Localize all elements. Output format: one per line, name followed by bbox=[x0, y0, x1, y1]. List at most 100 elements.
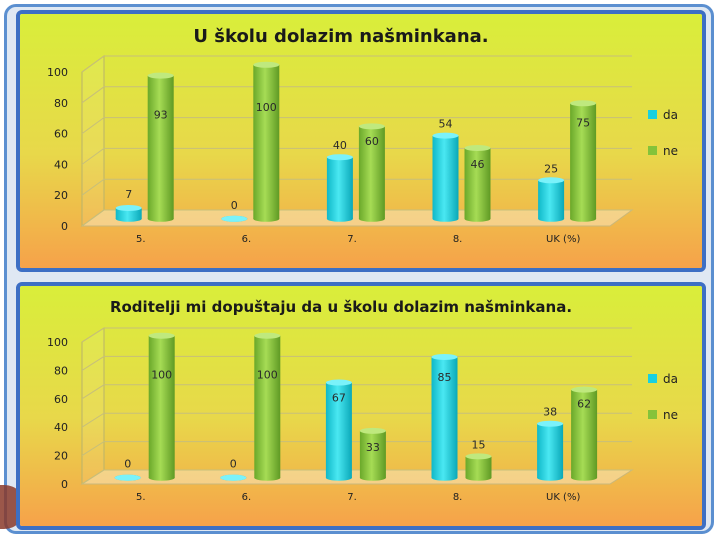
y-tick-label: 20 bbox=[54, 189, 68, 202]
bar-ne bbox=[358, 123, 385, 222]
x-tick-label: 7. bbox=[347, 234, 357, 245]
data-label: 0 bbox=[124, 458, 131, 471]
bar-body bbox=[537, 423, 564, 478]
x-tick-label: 5. bbox=[136, 492, 146, 503]
bar-base bbox=[148, 474, 175, 481]
legend-label-da: da bbox=[663, 372, 678, 386]
gridline bbox=[81, 86, 632, 104]
bar-base bbox=[570, 215, 597, 222]
bar-top bbox=[221, 215, 248, 222]
chart-title: Roditelji mi dopuštaju da u školu dolazi… bbox=[110, 298, 572, 316]
bar-base bbox=[537, 474, 564, 481]
bar-top bbox=[326, 154, 353, 161]
bar-ne bbox=[571, 386, 598, 481]
chart-panel-bottom: Roditelji mi dopuštaju da u školu dolazi… bbox=[16, 282, 706, 530]
bar-top bbox=[147, 72, 174, 79]
chart-side-wall bbox=[81, 327, 105, 485]
bar-body bbox=[254, 335, 281, 478]
bar-da bbox=[325, 379, 352, 481]
legend-swatch-da bbox=[648, 374, 657, 383]
bar-body bbox=[538, 180, 565, 219]
bar-base bbox=[253, 215, 280, 222]
legend-swatch-da bbox=[648, 110, 657, 119]
bar-top bbox=[253, 61, 280, 68]
y-tick-label: 40 bbox=[54, 421, 68, 434]
chart-top: U školu dolazim našminkana. 0 20 40 60 80 100 5… bbox=[20, 14, 702, 268]
y-tick-label: 100 bbox=[47, 336, 68, 349]
bar-top bbox=[465, 453, 492, 460]
bar-top bbox=[570, 100, 597, 107]
chart-panel-top: U školu dolazim našminkana. 0 20 40 60 80 100 5… bbox=[16, 10, 706, 272]
y-tick-label: 60 bbox=[54, 393, 68, 406]
bar-body bbox=[325, 382, 352, 478]
data-label: 100 bbox=[256, 101, 277, 114]
gridline bbox=[81, 55, 632, 73]
bar-base bbox=[254, 474, 281, 481]
bar-ne bbox=[254, 332, 281, 481]
legend-label-ne: ne bbox=[663, 144, 678, 158]
data-label: 54 bbox=[439, 118, 453, 131]
y-tick-label: 80 bbox=[54, 97, 68, 110]
bar-ne bbox=[148, 332, 175, 481]
y-tick-label: 0 bbox=[61, 220, 68, 233]
bar-da bbox=[115, 205, 142, 222]
bar-body bbox=[432, 135, 459, 219]
bar-top bbox=[537, 420, 564, 427]
bar-ne bbox=[465, 453, 492, 481]
data-label: 75 bbox=[576, 116, 590, 129]
chart-title: U školu dolazim našminkana. bbox=[193, 26, 488, 47]
legend-label-ne: ne bbox=[663, 408, 678, 422]
bar-da bbox=[221, 215, 248, 222]
bar-top bbox=[571, 386, 598, 393]
x-tick-label: UK (%) bbox=[546, 234, 580, 245]
data-label: 15 bbox=[472, 438, 486, 451]
x-tick-label: 6. bbox=[242, 492, 252, 503]
data-label: 60 bbox=[365, 135, 379, 148]
bar-body bbox=[570, 103, 597, 219]
bar-body bbox=[147, 75, 174, 219]
x-tick-label: 6. bbox=[242, 234, 252, 245]
bar-top bbox=[359, 427, 386, 434]
bar-base bbox=[431, 474, 458, 481]
y-tick-label: 80 bbox=[54, 364, 68, 377]
gridline bbox=[81, 117, 632, 135]
chart-side-wall bbox=[81, 55, 105, 227]
bar-base bbox=[538, 215, 565, 222]
bar-da bbox=[114, 474, 141, 481]
data-label: 7 bbox=[125, 188, 132, 201]
chart-bottom: Roditelji mi dopuštaju da u školu dolazi… bbox=[20, 286, 702, 526]
data-label: 0 bbox=[230, 458, 237, 471]
legend-label-da: da bbox=[663, 108, 678, 122]
x-tick-label: 5. bbox=[136, 234, 146, 245]
x-tick-label: 7. bbox=[347, 492, 357, 503]
bar-ne bbox=[253, 61, 280, 222]
data-label: 38 bbox=[543, 406, 557, 419]
data-label: 40 bbox=[333, 139, 347, 152]
data-label: 93 bbox=[154, 109, 168, 122]
data-label: 100 bbox=[151, 368, 172, 381]
bar-da bbox=[432, 132, 459, 222]
bar-top bbox=[220, 474, 247, 481]
x-tick-label: 8. bbox=[453, 492, 463, 503]
data-label: 46 bbox=[471, 158, 485, 171]
bar-top bbox=[325, 379, 352, 386]
data-label: 25 bbox=[544, 162, 558, 175]
bar-base bbox=[115, 215, 142, 222]
data-label: 85 bbox=[438, 371, 452, 384]
bar-body bbox=[571, 389, 598, 478]
bar-ne bbox=[359, 427, 386, 481]
y-tick-label: 20 bbox=[54, 450, 68, 463]
x-tick-label: 8. bbox=[453, 234, 463, 245]
bar-top bbox=[115, 205, 142, 212]
data-label: 67 bbox=[332, 392, 346, 405]
bar-body bbox=[326, 157, 353, 219]
bar-da bbox=[220, 474, 247, 481]
y-tick-label: 60 bbox=[54, 128, 68, 141]
bar-da bbox=[538, 177, 565, 222]
bar-top bbox=[432, 132, 459, 139]
bar-body bbox=[431, 357, 458, 478]
bar-body bbox=[465, 456, 492, 478]
bar-body bbox=[359, 430, 386, 478]
bar-ne bbox=[570, 100, 597, 222]
bar-body bbox=[464, 147, 491, 219]
